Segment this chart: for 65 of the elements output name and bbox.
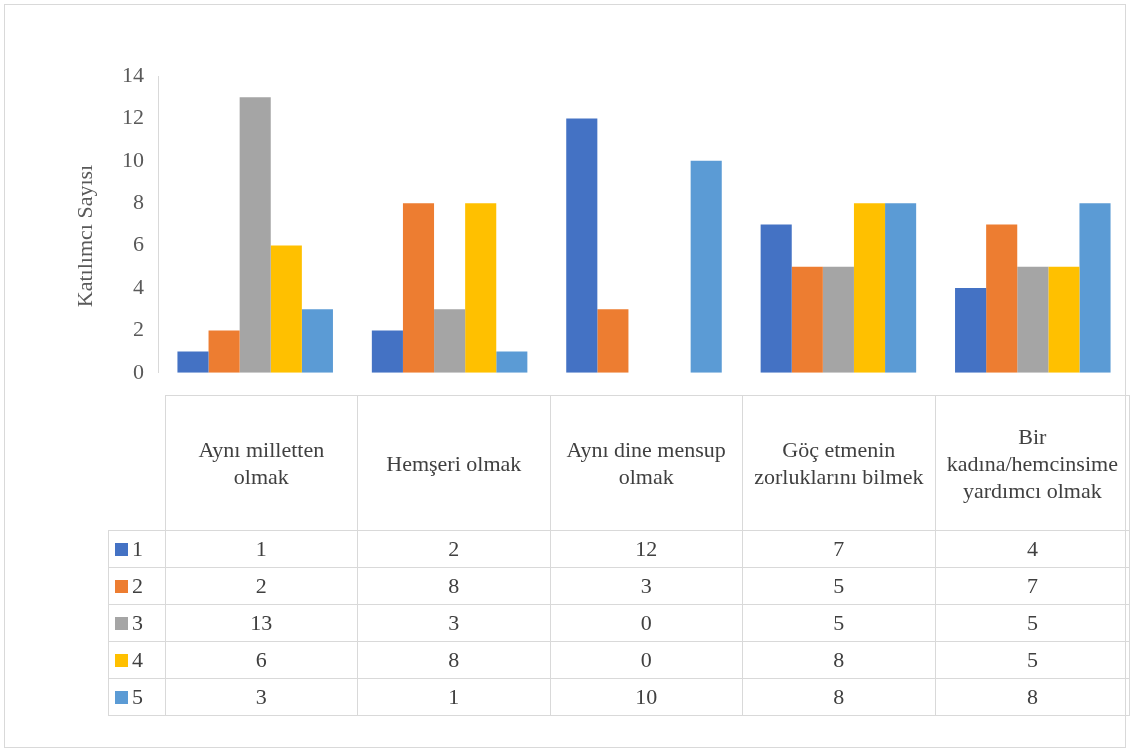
y-tick-label: 10: [122, 146, 144, 172]
data-label: 3: [165, 678, 358, 716]
data-label: 2: [165, 567, 358, 605]
bar: [239, 97, 271, 373]
bar: [690, 160, 722, 373]
bar: [760, 224, 792, 373]
data-label: 8: [357, 641, 551, 679]
data-label: 8: [742, 641, 936, 679]
bar: [465, 203, 497, 373]
data-label: 13: [165, 604, 358, 642]
data-label: 2: [357, 530, 551, 568]
x-tick-label: Aynı dine mensup olmak: [550, 395, 743, 531]
y-tick-label: 6: [133, 231, 144, 257]
data-label: 7: [935, 567, 1130, 605]
x-tick-label: Aynı milletten olmak: [165, 395, 358, 531]
bar: [371, 330, 403, 373]
bar: [1079, 203, 1111, 373]
data-label: 8: [742, 678, 936, 716]
data-label: 3: [550, 567, 743, 605]
bar: [1048, 266, 1080, 373]
y-tick-label: 8: [133, 188, 144, 214]
bar: [822, 266, 854, 373]
bar: [402, 203, 435, 373]
bar: [566, 118, 598, 373]
bar: [301, 309, 333, 373]
bar: [597, 309, 629, 373]
data-label: 0: [550, 641, 743, 679]
y-tick-label: 14: [122, 61, 144, 87]
data-label: 6: [165, 641, 358, 679]
data-label: 5: [742, 567, 936, 605]
bar: [853, 203, 886, 373]
bar: [177, 351, 209, 373]
x-tick-label: Hemşeri olmak: [357, 395, 551, 531]
data-label: 4: [935, 530, 1130, 568]
legend-label: 3: [108, 604, 166, 642]
data-label: 0: [550, 604, 743, 642]
bar: [955, 288, 987, 373]
bar: [791, 266, 823, 373]
y-tick-label: 4: [133, 273, 144, 299]
data-label: 1: [357, 678, 551, 716]
data-label: 8: [935, 678, 1130, 716]
y-axis-title: Katılımcı Sayısı: [72, 164, 98, 308]
data-label: 7: [742, 530, 936, 568]
legend-label: 1: [108, 530, 166, 568]
data-label: 5: [935, 641, 1130, 679]
data-label: 3: [357, 604, 551, 642]
data-label: 10: [550, 678, 743, 716]
data-label: 8: [357, 567, 551, 605]
x-tick-label: Bir kadına/hemcinsime yardımcı olmak: [935, 395, 1130, 531]
y-tick-label: 0: [133, 358, 144, 384]
x-tick-label: Göç etmenin zorluklarını bilmek: [742, 395, 936, 531]
bar: [496, 351, 528, 373]
data-label: 12: [550, 530, 743, 568]
bar: [208, 330, 240, 373]
data-label: 1: [165, 530, 358, 568]
y-tick-label: 12: [122, 104, 144, 130]
legend-label: 5: [108, 678, 166, 716]
bar: [434, 309, 466, 373]
bar: [986, 224, 1018, 373]
bar: [270, 245, 302, 373]
data-label: 5: [935, 604, 1130, 642]
data-label: 5: [742, 604, 936, 642]
bar: [885, 203, 917, 373]
y-tick-label: 2: [133, 316, 144, 342]
bar: [1017, 266, 1049, 373]
